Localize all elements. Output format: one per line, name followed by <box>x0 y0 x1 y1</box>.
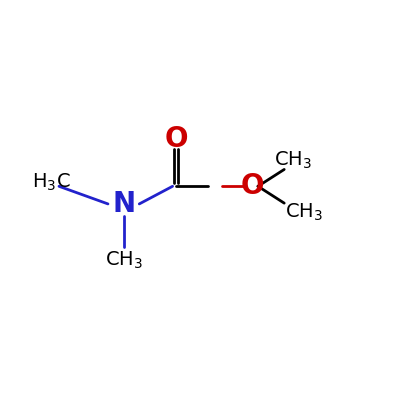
Text: O: O <box>164 125 188 153</box>
Text: H$_3$C: H$_3$C <box>32 172 70 193</box>
Text: O: O <box>241 172 265 200</box>
Text: CH$_3$: CH$_3$ <box>105 250 143 271</box>
Text: N: N <box>112 190 135 218</box>
Text: CH$_3$: CH$_3$ <box>285 202 324 223</box>
Text: CH$_3$: CH$_3$ <box>274 150 312 172</box>
